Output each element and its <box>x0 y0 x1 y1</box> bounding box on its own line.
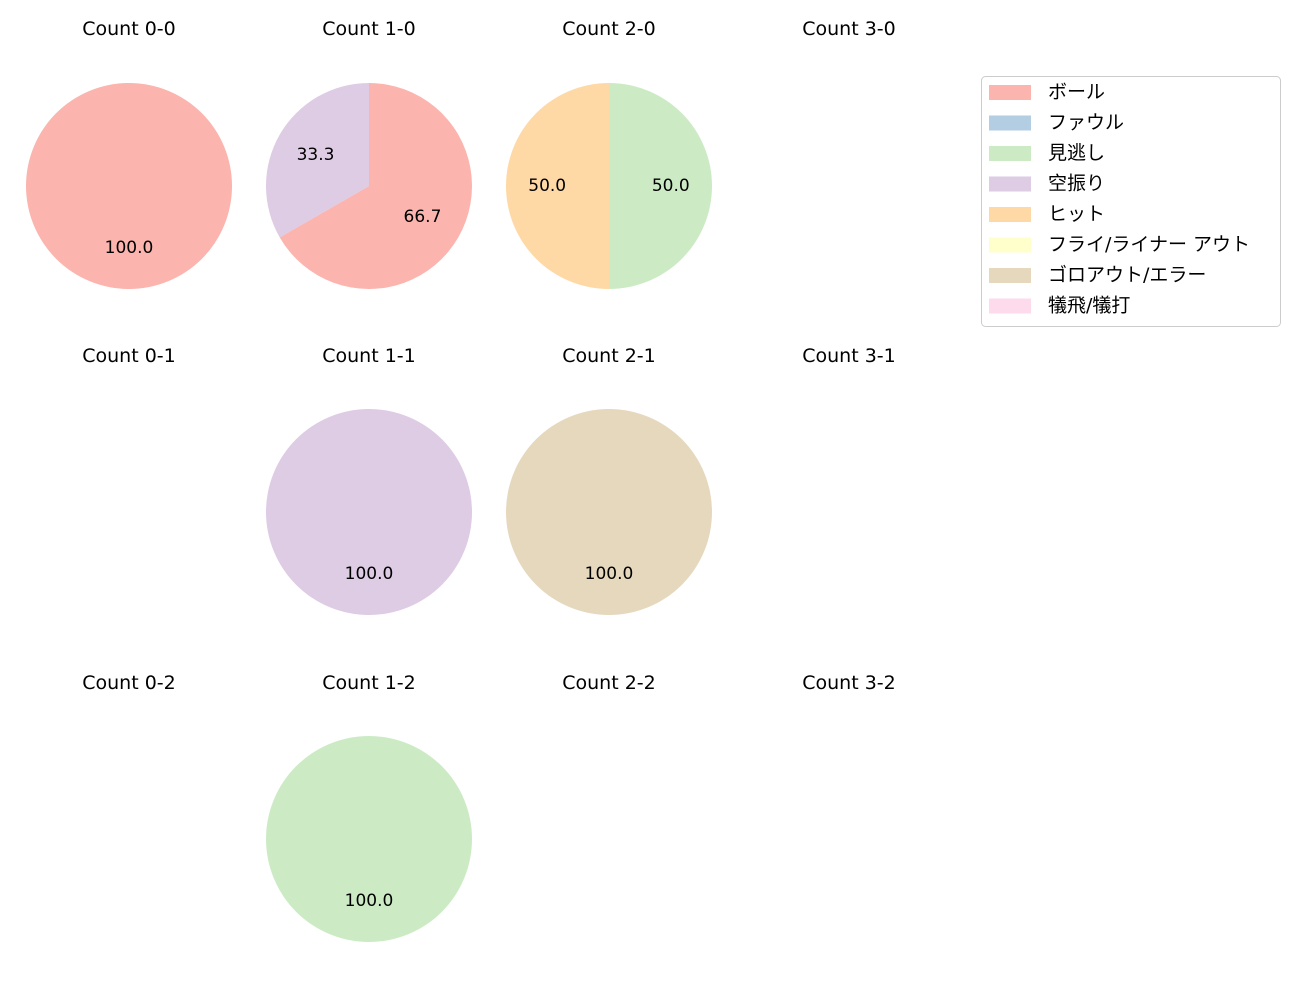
legend-label: 見逃し <box>1048 142 1105 164</box>
subplot-title: Count 3-0 <box>802 18 896 40</box>
legend-frame <box>981 76 1281 327</box>
subplot-title: Count 2-0 <box>562 18 656 40</box>
pie-slice-4 <box>506 83 609 289</box>
subplot-title: Count 3-2 <box>802 672 896 694</box>
subplot-title: Count 1-0 <box>322 18 416 40</box>
subplot-count-1-1: Count 1-1 100.0 <box>266 345 472 615</box>
slice-label: 100.0 <box>345 891 394 911</box>
slice-label: 33.3 <box>297 145 335 165</box>
legend-swatch <box>989 237 1031 253</box>
subplot-title: Count 1-1 <box>322 345 416 367</box>
legend-swatch <box>989 176 1031 192</box>
slice-label: 50.0 <box>652 176 690 196</box>
pie-slice-3 <box>266 83 369 238</box>
subplot-title: Count 2-2 <box>562 672 656 694</box>
subplot-count-2-1: Count 2-1 100.0 <box>506 345 712 615</box>
legend-swatch <box>989 298 1031 314</box>
subplot-count-3-0: Count 3-0 <box>802 18 896 40</box>
subplot-count-0-2: Count 0-2 <box>82 672 176 694</box>
legend-swatch <box>989 146 1031 161</box>
subplot-title: Count 0-0 <box>82 18 176 40</box>
pie-slice-0 <box>279 83 472 289</box>
slice-label: 100.0 <box>345 564 394 584</box>
slice-label: 100.0 <box>105 238 154 258</box>
slice-label: 100.0 <box>585 564 634 584</box>
legend-label: ボール <box>1048 81 1105 103</box>
legend-swatch <box>989 268 1031 283</box>
pie-slice-2 <box>266 736 472 942</box>
subplot-count-3-2: Count 3-2 <box>802 672 896 694</box>
subplot-count-1-2: Count 1-2 100.0 <box>266 672 472 942</box>
pie-slice-2 <box>609 83 712 289</box>
pie-slice-6 <box>506 409 712 615</box>
legend-label: ファウル <box>1048 112 1124 134</box>
subplot-title: Count 0-2 <box>82 672 176 694</box>
subplot-title: Count 3-1 <box>802 345 896 367</box>
pie-slice-0 <box>26 83 232 289</box>
subplot-count-0-0: Count 0-0 100.0 <box>26 18 232 289</box>
legend-label: ゴロアウト/エラー <box>1048 264 1206 286</box>
subplot-title: Count 1-2 <box>322 672 416 694</box>
subplot-title: Count 2-1 <box>562 345 656 367</box>
legend-swatch <box>989 85 1031 100</box>
subplot-title: Count 0-1 <box>82 345 176 367</box>
legend-label: ヒット <box>1048 203 1105 225</box>
subplot-count-3-1: Count 3-1 <box>802 345 896 367</box>
legend-label: 空振り <box>1048 173 1105 195</box>
subplot-count-2-0: Count 2-0 50.0 50.0 <box>506 18 712 289</box>
subplot-count-1-0: Count 1-0 66.7 33.3 <box>266 18 472 289</box>
legend-swatch <box>989 207 1031 222</box>
slice-label: 50.0 <box>528 176 566 196</box>
legend-swatch <box>989 115 1031 131</box>
subplot-count-0-1: Count 0-1 <box>82 345 176 367</box>
subplot-count-2-2: Count 2-2 <box>562 672 656 694</box>
legend-label: フライ/ライナー アウト <box>1048 234 1250 256</box>
pie-slice-3 <box>266 409 472 615</box>
slice-label: 66.7 <box>404 207 442 227</box>
legend-label: 犠飛/犠打 <box>1048 295 1130 317</box>
